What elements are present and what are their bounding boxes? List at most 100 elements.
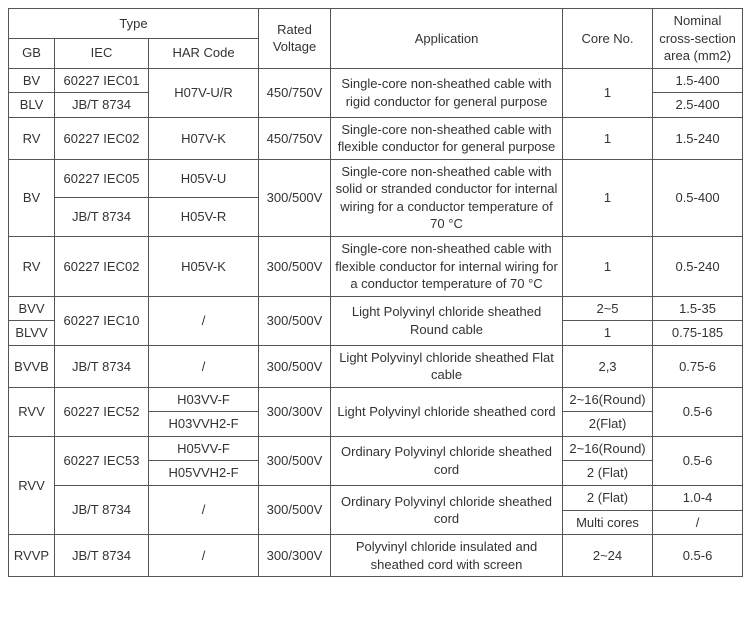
cell-volt: 450/750V — [259, 117, 331, 159]
cell-app: Light Polyvinyl chloride sheathed cord — [331, 387, 563, 436]
table-row: JB/T 8734 / 300/500V Ordinary Polyvinyl … — [9, 486, 743, 511]
table-row: BVVB JB/T 8734 / 300/500V Light Polyviny… — [9, 345, 743, 387]
col-har: HAR Code — [149, 38, 259, 68]
cell-iec: 60227 IEC02 — [55, 237, 149, 297]
cell-iec: JB/T 8734 — [55, 535, 149, 577]
cell-app: Single-core non-sheathed cable with rigi… — [331, 68, 563, 117]
cell-volt: 300/500V — [259, 159, 331, 236]
cell-app: Single-core non-sheathed cable with soli… — [331, 159, 563, 236]
cell-core: 1 — [563, 68, 653, 117]
cell-core: Multi cores — [563, 510, 653, 535]
cell-gb: BVV — [9, 296, 55, 321]
col-application: Application — [331, 9, 563, 69]
cell-area: 0.5-6 — [653, 535, 743, 577]
cell-area: 0.75-185 — [653, 321, 743, 346]
cell-iec: 60227 IEC52 — [55, 387, 149, 436]
cell-area: / — [653, 510, 743, 535]
cell-gb: BLVV — [9, 321, 55, 346]
cell-volt: 300/500V — [259, 296, 331, 345]
cell-iec: JB/T 8734 — [55, 93, 149, 118]
cell-area: 0.75-6 — [653, 345, 743, 387]
col-voltage: Rated Voltage — [259, 9, 331, 69]
cell-volt: 300/500V — [259, 237, 331, 297]
cell-iec: 60227 IEC10 — [55, 296, 149, 345]
cell-iec: 60227 IEC05 — [55, 159, 149, 198]
cell-iec: 60227 IEC02 — [55, 117, 149, 159]
cell-area: 0.5-6 — [653, 436, 743, 485]
cell-core: 2 (Flat) — [563, 461, 653, 486]
cell-har: H05V-U — [149, 159, 259, 198]
cell-app: Polyvinyl chloride insulated and sheathe… — [331, 535, 563, 577]
cell-area: 1.5-400 — [653, 68, 743, 93]
cell-app: Light Polyvinyl chloride sheathed Round … — [331, 296, 563, 345]
cell-har: H05V-R — [149, 198, 259, 237]
cell-gb: RVV — [9, 436, 55, 534]
cell-volt: 300/500V — [259, 436, 331, 485]
cell-core: 2~5 — [563, 296, 653, 321]
cell-gb: BLV — [9, 93, 55, 118]
cell-area: 0.5-6 — [653, 387, 743, 436]
cell-iec: JB/T 8734 — [55, 198, 149, 237]
cell-gb: RVV — [9, 387, 55, 436]
cell-core: 2,3 — [563, 345, 653, 387]
cell-core: 2~24 — [563, 535, 653, 577]
cell-gb: BVVB — [9, 345, 55, 387]
cell-area: 0.5-240 — [653, 237, 743, 297]
cell-area: 1.0-4 — [653, 486, 743, 511]
col-area: Nominal cross-section area (mm2) — [653, 9, 743, 69]
cell-iec: 60227 IEC53 — [55, 436, 149, 485]
cell-gb: BV — [9, 159, 55, 236]
cell-area: 0.5-400 — [653, 159, 743, 236]
cell-har: H05V-K — [149, 237, 259, 297]
cell-gb: RVVP — [9, 535, 55, 577]
table-row: BV 60227 IEC05 H05V-U 300/500V Single-co… — [9, 159, 743, 198]
cell-core: 2(Flat) — [563, 412, 653, 437]
col-gb: GB — [9, 38, 55, 68]
cell-har: / — [149, 345, 259, 387]
cell-iec: JB/T 8734 — [55, 345, 149, 387]
cable-spec-table: Type Rated Voltage Application Core No. … — [8, 8, 743, 577]
cell-har: H05VVH2-F — [149, 461, 259, 486]
cell-core: 2~16(Round) — [563, 436, 653, 461]
cell-volt: 300/500V — [259, 486, 331, 535]
cell-volt: 300/500V — [259, 345, 331, 387]
table-row: RVVP JB/T 8734 / 300/300V Polyvinyl chlo… — [9, 535, 743, 577]
cell-har: / — [149, 486, 259, 535]
col-type: Type — [9, 9, 259, 39]
table-row: BVV 60227 IEC10 / 300/500V Light Polyvin… — [9, 296, 743, 321]
cell-iec: 60227 IEC01 — [55, 68, 149, 93]
cell-volt: 300/300V — [259, 535, 331, 577]
table-row: RVV 60227 IEC53 H05VV-F 300/500V Ordinar… — [9, 436, 743, 461]
table-row: RV 60227 IEC02 H05V-K 300/500V Single-co… — [9, 237, 743, 297]
cell-har: H07V-K — [149, 117, 259, 159]
cell-core: 1 — [563, 159, 653, 236]
cell-har: / — [149, 296, 259, 345]
cell-area: 1.5-240 — [653, 117, 743, 159]
cell-volt: 300/300V — [259, 387, 331, 436]
cell-har: / — [149, 535, 259, 577]
cell-core: 1 — [563, 237, 653, 297]
cell-app: Light Polyvinyl chloride sheathed Flat c… — [331, 345, 563, 387]
cell-gb: BV — [9, 68, 55, 93]
cell-gb: RV — [9, 237, 55, 297]
cell-har: H05VV-F — [149, 436, 259, 461]
cell-app: Ordinary Polyvinyl chloride sheathed cor… — [331, 436, 563, 485]
cell-app: Single-core non-sheathed cable with flex… — [331, 237, 563, 297]
cell-area: 2.5-400 — [653, 93, 743, 118]
cell-app: Single-core non-sheathed cable with flex… — [331, 117, 563, 159]
cell-har: H03VVH2-F — [149, 412, 259, 437]
table-header-row: Type Rated Voltage Application Core No. … — [9, 9, 743, 39]
cell-har: H03VV-F — [149, 387, 259, 412]
col-core: Core No. — [563, 9, 653, 69]
table-row: RV 60227 IEC02 H07V-K 450/750V Single-co… — [9, 117, 743, 159]
cell-core: 2~16(Round) — [563, 387, 653, 412]
col-iec: IEC — [55, 38, 149, 68]
cell-gb: RV — [9, 117, 55, 159]
cell-core: 2 (Flat) — [563, 486, 653, 511]
cell-iec: JB/T 8734 — [55, 486, 149, 535]
cell-core: 1 — [563, 117, 653, 159]
cell-area: 1.5-35 — [653, 296, 743, 321]
table-row: BV 60227 IEC01 H07V-U/R 450/750V Single-… — [9, 68, 743, 93]
cell-core: 1 — [563, 321, 653, 346]
cell-app: Ordinary Polyvinyl chloride sheathed cor… — [331, 486, 563, 535]
